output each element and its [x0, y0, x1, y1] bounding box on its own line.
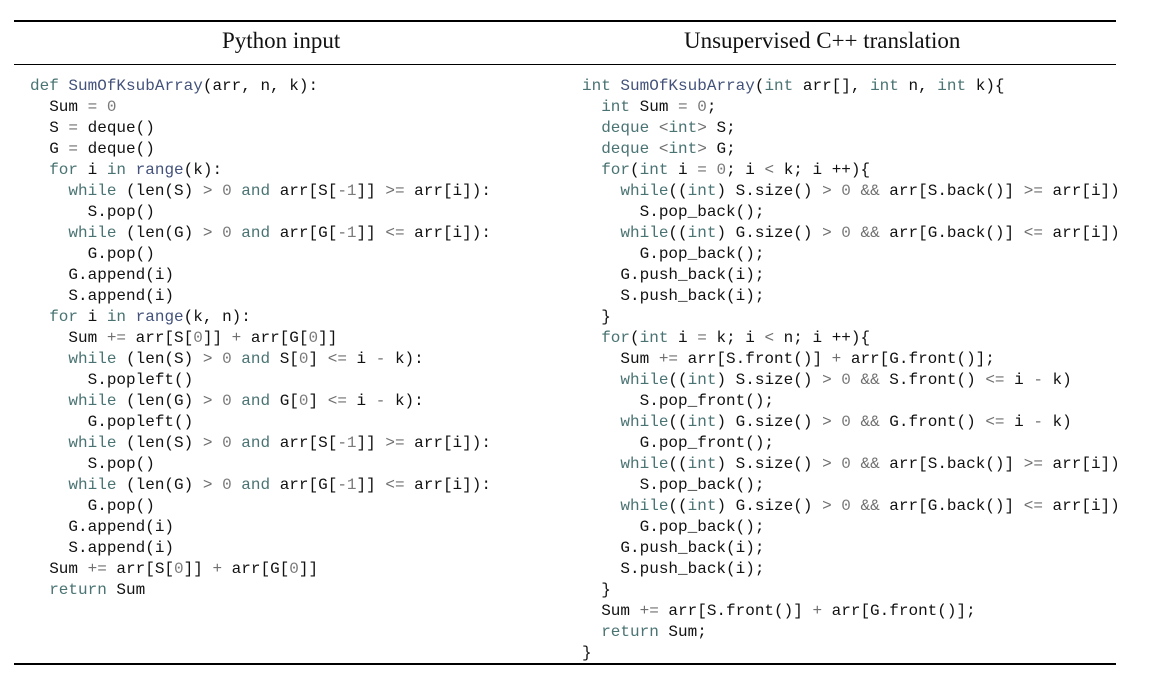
- python-code-line: Sum += arr[S[0]] + arr[G[0]]: [30, 560, 319, 578]
- python-input-header: Python input: [222, 28, 341, 53]
- cpp-code-line: while((int) S.size() > 0 && arr[S.back()…: [620, 455, 1120, 473]
- cpp-code-line: while((int) G.size() > 0 && arr[G.back()…: [620, 224, 1120, 242]
- cpp-code-line: while((int) S.size() > 0 && arr[S.back()…: [620, 182, 1120, 200]
- python-code-line: G.append(i): [30, 518, 175, 536]
- python-code-line: G.pop(): [30, 245, 155, 263]
- python-code-line: Sum += arr[S[0]] + arr[G[0]]: [30, 329, 338, 347]
- python-code-line: for i in range(k):: [49, 161, 223, 179]
- cpp-code-line: S.pop_back();: [582, 476, 765, 494]
- cpp-code-line: while((int) G.size() > 0 && G.front() <=…: [620, 413, 1072, 431]
- python-code-line: G.pop(): [30, 497, 155, 515]
- bottom-rule: [14, 663, 1116, 665]
- python-code-line: S.append(i): [30, 287, 175, 305]
- cpp-code-line: }: [582, 308, 611, 326]
- cpp-code-line: G.pop_front();: [582, 434, 775, 452]
- python-code-line: for i in range(k, n):: [49, 308, 251, 326]
- cpp-code-line: while((int) S.size() > 0 && S.front() <=…: [620, 371, 1072, 389]
- python-code-line: G.append(i): [30, 266, 175, 284]
- python-code-line: while (len(G) > 0 and arr[G[-1]] <= arr[…: [68, 224, 491, 242]
- cpp-code-line: int Sum = 0;: [601, 98, 717, 116]
- cpp-translation-header: Unsupervised C++ translation: [684, 28, 961, 53]
- cpp-code-block: int SumOfKsubArray(int arr[], int n, int…: [582, 76, 1120, 664]
- python-code-block: def SumOfKsubArray(arr, n, k): Sum = 0 S…: [30, 76, 491, 601]
- cpp-code-line: Sum += arr[S.front()] + arr[G.front()];: [582, 350, 995, 368]
- python-code-line: while (len(G) > 0 and arr[G[-1]] <= arr[…: [68, 476, 491, 494]
- cpp-code-line: while((int) G.size() > 0 && arr[G.back()…: [620, 497, 1120, 515]
- cpp-code-line: S.push_back(i);: [582, 287, 765, 305]
- python-code-line: S.pop(): [30, 455, 155, 473]
- python-code-line: return Sum: [49, 581, 146, 599]
- python-code-line: while (len(S) > 0 and arr[S[-1]] >= arr[…: [68, 434, 491, 452]
- python-code-line: while (len(S) > 0 and arr[S[-1]] >= arr[…: [68, 182, 491, 200]
- python-code-line: S.popleft(): [30, 371, 194, 389]
- cpp-code-line: }: [582, 644, 592, 662]
- cpp-code-line: S.pop_back();: [582, 203, 765, 221]
- python-code-line: Sum = 0: [30, 98, 117, 116]
- cpp-code-line: G.push_back(i);: [582, 539, 765, 557]
- code-translation-figure: Python input Unsupervised C++ translatio…: [14, 0, 1120, 674]
- top-rule: [14, 20, 1116, 22]
- header-rule: [14, 64, 1116, 65]
- python-code-line: S.append(i): [30, 539, 175, 557]
- cpp-code-line: Sum += arr[S.front()] + arr[G.front()];: [582, 602, 976, 620]
- cpp-code-line: for(int i = 0; i < k; i ++){: [601, 161, 871, 179]
- cpp-code-line: G.pop_back();: [582, 518, 765, 536]
- cpp-code-line: return Sum;: [601, 623, 707, 641]
- cpp-code-line: int SumOfKsubArray(int arr[], int n, int…: [582, 77, 1005, 95]
- python-code-line: while (len(G) > 0 and G[0] <= i - k):: [68, 392, 424, 410]
- cpp-code-line: S.pop_front();: [582, 392, 775, 410]
- python-code-line: def SumOfKsubArray(arr, n, k):: [30, 77, 319, 95]
- cpp-code-line: }: [582, 581, 611, 599]
- cpp-code-line: G.pop_back();: [582, 245, 765, 263]
- cpp-code-line: for(int i = k; i < n; i ++){: [601, 329, 871, 347]
- python-code-line: G = deque(): [30, 140, 155, 158]
- cpp-code-line: S.push_back(i);: [582, 560, 765, 578]
- python-code-line: while (len(S) > 0 and S[0] <= i - k):: [68, 350, 424, 368]
- python-code-line: S.pop(): [30, 203, 155, 221]
- python-code-line: G.popleft(): [30, 413, 194, 431]
- cpp-code-line: G.push_back(i);: [582, 266, 765, 284]
- cpp-code-line: deque <int> S;: [601, 119, 736, 137]
- cpp-code-line: deque <int> G;: [601, 140, 736, 158]
- python-code-line: S = deque(): [30, 119, 155, 137]
